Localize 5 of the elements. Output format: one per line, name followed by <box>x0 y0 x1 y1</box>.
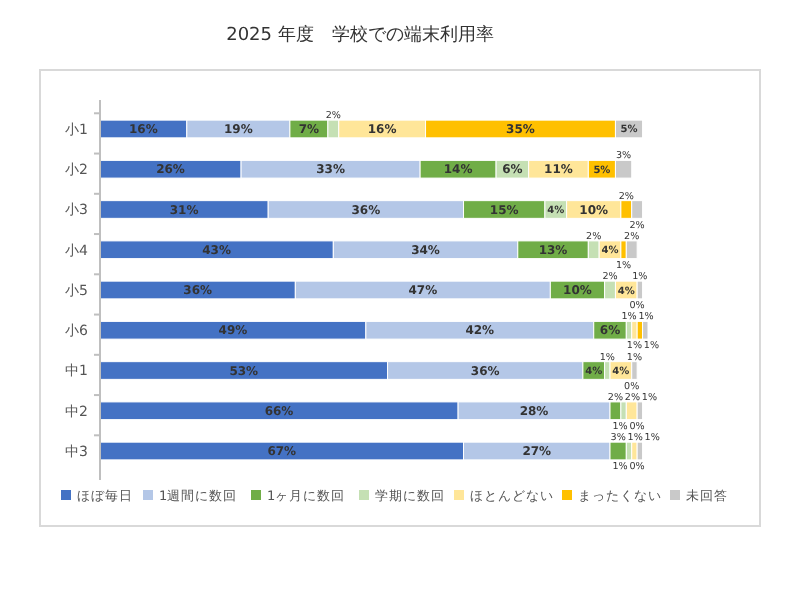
bar <box>625 240 638 260</box>
bar <box>636 320 644 340</box>
chart-title: 2025 年度 学校での端末利用率 <box>226 24 494 46</box>
bar <box>636 441 644 461</box>
bar <box>642 320 649 340</box>
